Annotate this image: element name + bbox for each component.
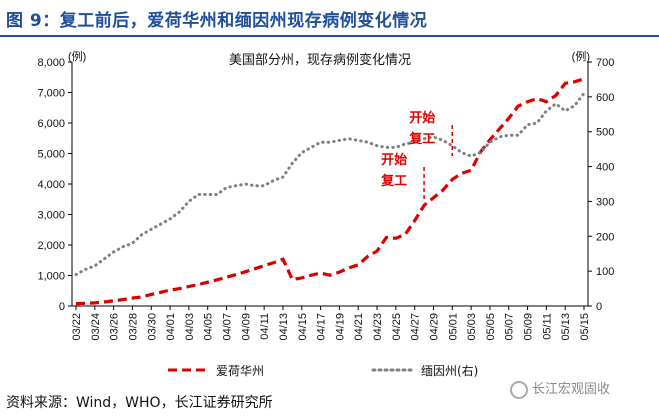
x-tick-label: 04/13 [278, 313, 290, 341]
left-tick-label: 3,000 [37, 210, 65, 222]
right-tick-label: 200 [596, 231, 614, 243]
x-tick-label: 04/21 [353, 313, 365, 341]
x-tick-label: 04/27 [410, 313, 422, 341]
series-line-iowa [75, 77, 585, 306]
x-tick-label: 05/15 [579, 313, 591, 341]
right-axis-unit: (例) [572, 49, 590, 63]
source-note: 资料来源：Wind，WHO，长江证券研究所 [6, 395, 273, 411]
right-tick-label: 100 [596, 266, 614, 278]
figure-title: 图 9：复工前后，爱荷华州和缅因州现存病例变化情况 [6, 11, 428, 31]
left-tick-label: 8,000 [37, 57, 65, 69]
x-tick-label: 04/23 [372, 313, 384, 341]
watermark: 长江宏观固收 [510, 378, 610, 399]
x-tick-label: 03/30 [146, 313, 158, 341]
x-tick-label: 04/25 [391, 313, 403, 341]
x-tick-label: 04/11 [259, 313, 271, 340]
legend: 爱荷华州 缅因州(右) [168, 363, 478, 378]
watermark-text: 长江宏观固收 [532, 382, 611, 397]
watermark-logo-icon [510, 380, 528, 399]
axes: 0 1,000 2,000 3,000 4,000 5,000 6,000 7,000 8,00… [37, 57, 614, 341]
x-tick-label: 04/19 [334, 313, 346, 341]
left-tick-label: 5,000 [37, 149, 65, 161]
title-rule [0, 35, 659, 37]
series-line-maine [74, 91, 586, 277]
legend-label-maine: 缅因州(右) [421, 363, 478, 378]
annotation-label: 复工 [408, 131, 435, 147]
x-tick-label: 05/03 [466, 313, 478, 341]
right-tick-label: 0 [596, 301, 602, 313]
x-tick-label: 04/29 [428, 313, 440, 341]
annotation-label: 开始 [409, 110, 435, 126]
series-layer [74, 77, 586, 306]
x-tick-label: 03/24 [90, 313, 102, 341]
chart-subtitle: 美国部分州，现存病例变化情况 [229, 52, 411, 68]
x-tick-label: 05/01 [447, 313, 459, 341]
left-tick-label: 2,000 [37, 240, 65, 252]
x-tick-label: 05/05 [485, 313, 497, 341]
x-tick-label: 04/05 [203, 313, 215, 341]
x-tick-label: 03/26 [109, 313, 121, 341]
x-tick-label: 04/17 [316, 313, 328, 341]
x-tick-label: 03/28 [127, 313, 139, 341]
left-tick-label: 1,000 [37, 271, 65, 283]
legend-label-iowa: 爱荷华州 [216, 364, 264, 378]
annotation-label: 开始 [381, 152, 407, 168]
right-tick-label: 500 [596, 127, 614, 139]
right-tick-label: 300 [596, 196, 614, 208]
left-axis-unit: (例) [68, 49, 86, 63]
right-tick-label: 700 [596, 57, 614, 69]
x-tick-label: 05/09 [523, 313, 535, 341]
left-tick-label: 4,000 [37, 179, 65, 191]
x-tick-label: 04/01 [165, 313, 177, 341]
right-tick-label: 600 [596, 92, 614, 104]
x-tick-label: 04/07 [222, 313, 234, 341]
x-tick-label: 04/03 [184, 313, 196, 341]
x-tick-label: 03/22 [71, 313, 83, 341]
left-tick-label: 7,000 [37, 88, 65, 100]
x-tick-label: 05/07 [504, 313, 516, 341]
left-tick-label: 6,000 [37, 118, 65, 130]
left-tick-label: 0 [59, 301, 65, 313]
x-tick-label: 05/13 [560, 313, 572, 341]
annotation-label: 复工 [380, 173, 407, 189]
x-tick-label: 04/15 [297, 313, 309, 341]
x-tick-label: 04/09 [240, 313, 252, 341]
right-tick-label: 400 [596, 162, 614, 174]
x-tick-label: 05/11 [541, 313, 553, 340]
